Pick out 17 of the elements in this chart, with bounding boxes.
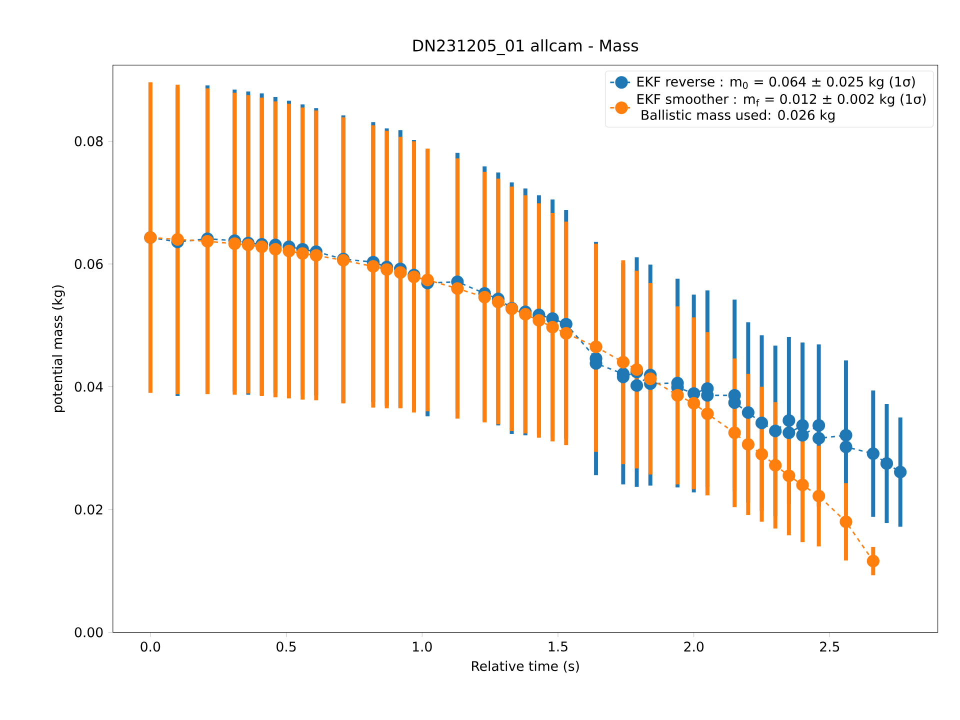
x-axis-title: Relative time (s) — [472, 660, 579, 673]
annotation: Ballistic mass used: 0.026 kg — [642, 110, 834, 123]
y-tick-label: 0.06 — [74, 258, 103, 270]
y-tick-label: 0.02 — [74, 504, 102, 515]
x-tick-label: 1.5 — [548, 642, 568, 652]
x-tick-label: 0.0 — [140, 642, 160, 652]
x-tick-label: 1.0 — [413, 642, 432, 652]
x-tick-label: 0.5 — [276, 642, 296, 652]
y-tick-label: 0.08 — [74, 136, 103, 146]
x-tick-label: 2.5 — [820, 642, 840, 652]
y-tick-label: 0.04 — [74, 382, 103, 392]
y-axis-title: potential mass (kg) — [52, 285, 65, 412]
y-tick-label: 0.00 — [74, 627, 103, 638]
legend-label: EKF smoother : m$_{f}$ = 0.012 ± 0.002 kg (1σ) — [638, 94, 926, 107]
chart-title: DN231205_01 allcam - Mass — [413, 39, 638, 56]
legend-label: EKF reverse : m$_{0}$ = 0.064 ± 0.025 kg (1σ) — [638, 76, 915, 90]
x-tick-label: 2.0 — [684, 642, 704, 652]
